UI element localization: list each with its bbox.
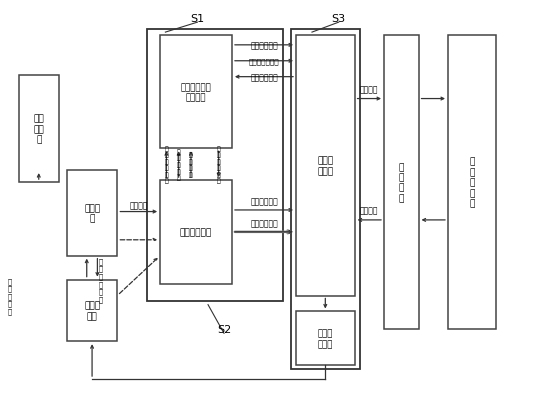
Text: 标量滞外指令
监控单元: 标量滞外指令 监控单元 [181, 83, 212, 102]
Bar [67, 280, 118, 341]
Text: S1: S1 [190, 14, 205, 24]
Text: 标量寄
存器: 标量寄 存器 [84, 301, 100, 320]
Text: 标量写
回仲裁: 标量写 回仲裁 [318, 329, 333, 348]
Text: S2: S2 [217, 324, 231, 335]
Text: 写回源操作数: 写回源操作数 [250, 219, 278, 228]
Text: 标量指令: 标量指令 [129, 200, 148, 209]
Text: 数
据
总
线: 数 据 总 线 [399, 162, 404, 203]
Bar [296, 312, 355, 365]
Text: 指令信息总线: 指令信息总线 [250, 197, 278, 206]
Bar [160, 36, 232, 149]
Text: 空
满
状
态: 空 满 状 态 [189, 152, 193, 177]
Text: 指令译
码: 指令译 码 [84, 204, 100, 223]
Text: 指令
存储
器: 指令 存储 器 [33, 114, 44, 144]
Text: 指
令
派
遣
使
能: 指 令 派 遣 使 能 [165, 146, 168, 184]
Text: 寄
存
器
索
引: 寄 存 器 索 引 [7, 277, 11, 314]
Bar [290, 30, 360, 369]
Text: 访存写回: 访存写回 [360, 206, 379, 215]
Text: S3: S3 [332, 14, 345, 24]
Text: 标量派遣单元: 标量派遣单元 [180, 228, 212, 237]
Text: 数
据
冒
险
判
断: 数 据 冒 险 判 断 [217, 146, 220, 184]
Text: 访存请求: 访存请求 [360, 85, 379, 94]
Bar [147, 30, 283, 302]
Bar [160, 181, 232, 284]
Bar [448, 36, 496, 330]
Text: 写回对比标识: 写回对比标识 [250, 41, 278, 50]
Text: 数
据
存
储
器: 数 据 存 储 器 [469, 158, 474, 208]
Text: 写
回
源
操
作
数: 写 回 源 操 作 数 [98, 258, 102, 302]
Bar [384, 36, 418, 330]
Text: 标量访
存单元: 标量访 存单元 [317, 156, 333, 175]
Text: 指令退休使能: 指令退休使能 [250, 73, 278, 82]
Text: 寄
存
器
索
引: 寄 存 器 索 引 [177, 149, 181, 181]
Bar [67, 171, 118, 256]
Bar [296, 36, 355, 296]
Text: 目的寄存器索引: 目的寄存器索引 [249, 58, 279, 65]
Bar [18, 75, 59, 183]
